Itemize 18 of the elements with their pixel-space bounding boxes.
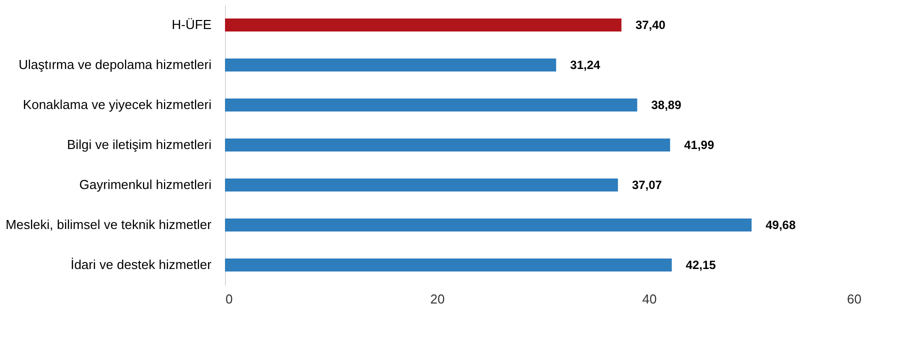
data-label: 37,40: [635, 18, 666, 32]
data-label: 38,89: [651, 98, 682, 112]
x-tick-label: 40: [642, 292, 657, 306]
y-tick-label: Mesleki, bilimsel ve teknik hizmetler: [6, 217, 212, 232]
x-tick-label: 60: [847, 292, 862, 306]
y-tick-label: İdari ve destek hizmetler: [70, 257, 212, 272]
y-tick-label: Bilgi ve iletişim hizmetleri: [67, 137, 212, 152]
y-tick-label: H-ÜFE: [172, 17, 212, 32]
data-label: 49,68: [766, 218, 796, 232]
data-label: 41,99: [684, 138, 714, 152]
y-tick-label: Konaklama ve yiyecek hizmetleri: [22, 97, 212, 112]
data-label: 31,24: [570, 58, 600, 72]
data-label: 37,07: [632, 178, 662, 192]
x-tick-label: 20: [430, 292, 445, 306]
data-label: 42,15: [686, 258, 716, 272]
x-tick-label: 0: [226, 292, 233, 306]
y-tick-label: Ulaştırma ve depolama hizmetleri: [18, 57, 212, 72]
y-tick-label: Gayrimenkul hizmetleri: [79, 177, 212, 192]
